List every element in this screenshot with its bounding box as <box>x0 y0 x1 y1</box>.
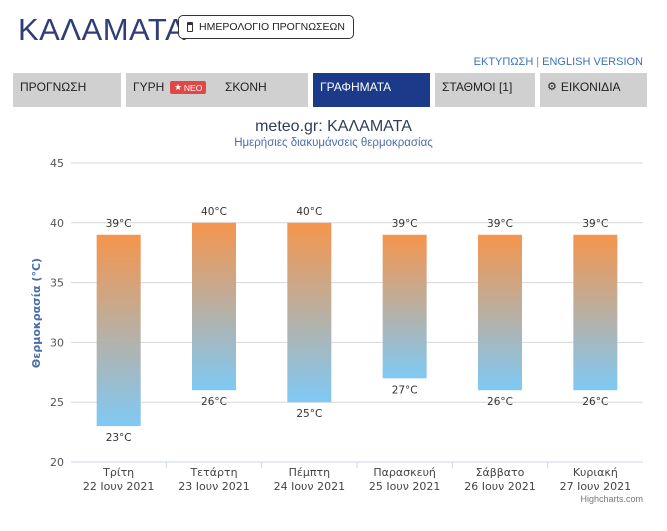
city-title: ΚΑΛΑΜΑΤΑ <box>18 12 187 47</box>
forecast-calendar-label: ΗΜΕΡΟΛΟΓΙΟ ΠΡΟΓΝΩΣΕΩΝ <box>199 21 345 33</box>
tab-label: ΕΙΚΟΝΙΔΙΑ <box>560 80 621 94</box>
y-tick-label: 20 <box>50 456 64 469</box>
tab-label: ΠΡΟΓΝΩΣΗ <box>20 80 87 94</box>
chart-subtitle: Ημερήσιες διακυμάνσεις θερμοκρασίας <box>234 137 433 149</box>
x-day-label: Πέμπτη <box>289 466 330 479</box>
temperature-bar <box>573 234 618 391</box>
x-day-label: Τρίτη <box>102 466 134 479</box>
new-badge-label: ΝΕΟ <box>183 82 203 93</box>
star-icon: ★ <box>174 82 182 92</box>
tab-label: ΣΚΟΝΗ <box>225 80 267 94</box>
low-temp-label: 23°C <box>106 432 132 444</box>
chart-bars <box>96 222 618 427</box>
gear-icon: ⚙ <box>547 81 557 93</box>
high-temp-label: 39°C <box>487 218 513 230</box>
highcharts-credits[interactable]: Highcharts.com <box>580 494 643 504</box>
tab-label: ΓΡΑΦΗΜΑΤΑ <box>320 80 392 94</box>
y-tick-label: 45 <box>50 157 64 170</box>
high-temp-label: 39°C <box>392 218 418 230</box>
x-day-label: Τετάρτη <box>189 466 237 479</box>
x-day-label: Σάββατο <box>476 466 525 479</box>
tab-stations[interactable]: ΣΤΑΘΜΟΙ [1] <box>435 73 535 107</box>
tab-label: ΣΤΑΘΜΟΙ [1] <box>442 80 513 94</box>
tab-widgets[interactable]: ⚙ ΕΙΚΟΝΙΔΙΑ <box>540 73 647 107</box>
calendar-icon <box>187 22 194 32</box>
temperature-bar <box>382 234 427 379</box>
temperature-bar <box>478 234 522 391</box>
low-temp-label: 26°C <box>201 396 227 408</box>
chart-title: meteo.gr: ΚΑΛΑΜΑΤΑ <box>255 118 412 135</box>
high-temp-label: 39°C <box>582 218 608 230</box>
x-date-label: 27 Ιουν 2021 <box>560 480 631 493</box>
y-tick-label: 35 <box>50 277 64 290</box>
x-date-label: 25 Ιουν 2021 <box>369 480 440 493</box>
x-day-label: Παρασκευή <box>373 466 436 479</box>
y-axis-title: Θερμοκρασία (°C) <box>30 258 43 368</box>
x-date-label: 24 Ιουν 2021 <box>274 480 345 493</box>
high-temp-label: 40°C <box>201 206 227 218</box>
x-date-label: 22 Ιουν 2021 <box>83 480 154 493</box>
low-temp-label: 26°C <box>487 396 513 408</box>
y-tick-label: 25 <box>50 396 64 409</box>
temperature-bar <box>96 234 141 427</box>
tab-label: ΓΥΡΗ <box>133 80 165 94</box>
tab-pollen[interactable]: ΓΥΡΗ ★ ΝΕΟ <box>126 73 221 107</box>
chart-grid <box>71 162 643 468</box>
high-temp-label: 39°C <box>106 218 132 230</box>
temperature-bar <box>192 222 236 391</box>
print-link[interactable]: ΕΚΤΥΠΩΣΗ <box>473 56 534 68</box>
tab-forecast[interactable]: ΠΡΟΓΝΩΣΗ <box>13 73 121 107</box>
english-version-link[interactable]: ENGLISH VERSION <box>542 56 643 68</box>
tab-charts[interactable]: ΓΡΑΦΗΜΑΤΑ <box>313 73 430 107</box>
low-temp-label: 25°C <box>296 408 322 420</box>
y-tick-label: 40 <box>50 217 64 230</box>
high-temp-label: 40°C <box>296 206 322 218</box>
temperature-bar <box>287 222 332 403</box>
top-links: ΕΚΤΥΠΩΣΗ | ENGLISH VERSION <box>474 56 643 68</box>
x-day-label: Κυριακή <box>573 466 618 479</box>
new-badge: ★ ΝΕΟ <box>170 81 207 94</box>
low-temp-label: 27°C <box>392 384 418 396</box>
nav-tabs: ΠΡΟΓΝΩΣΗ ΓΥΡΗ ★ ΝΕΟ ΣΚΟΝΗ ΓΡΑΦΗΜΑΤΑ ΣΤΑΘΜ… <box>13 73 647 107</box>
x-date-label: 23 Ιουν 2021 <box>178 480 249 493</box>
link-separator: | <box>536 56 540 68</box>
y-tick-label: 30 <box>50 336 64 349</box>
x-date-label: 26 Ιουν 2021 <box>464 480 535 493</box>
low-temp-label: 26°C <box>582 396 608 408</box>
forecast-calendar-button[interactable]: ΗΜΕΡΟΛΟΓΙΟ ΠΡΟΓΝΩΣΕΩΝ <box>178 15 354 39</box>
tab-dust[interactable]: ΣΚΟΝΗ <box>218 73 308 107</box>
